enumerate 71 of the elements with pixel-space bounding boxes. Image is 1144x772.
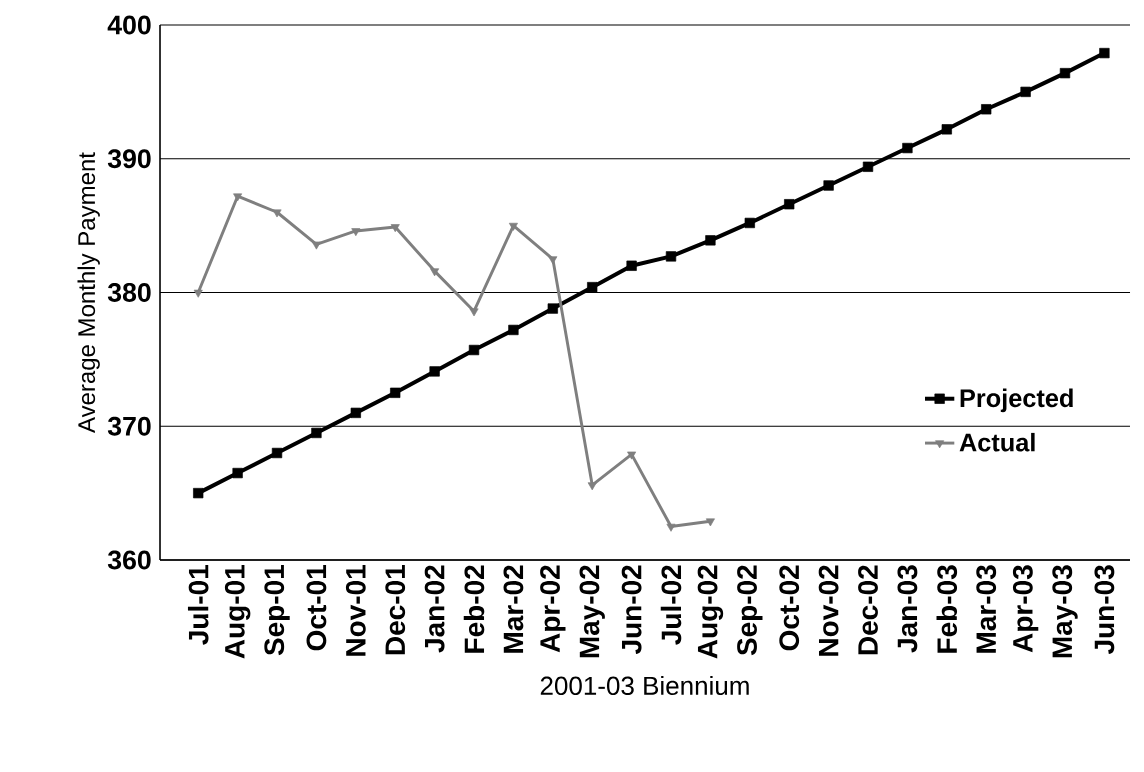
point [469,308,479,317]
point [351,228,361,237]
x-tick-label: Jan-02 [424,565,445,653]
point [429,366,440,377]
point [587,482,597,491]
point [665,251,677,262]
legend-label: Projected [960,388,1073,413]
x-tick-label: Feb-03 [936,565,958,653]
point [430,268,440,277]
legend-label: Actual [959,432,1035,452]
point [547,303,558,314]
point [390,387,401,398]
point [390,224,400,233]
x-tick-label: Jul-01 [187,565,209,645]
point [311,427,322,439]
x-tick-label: Feb-02 [463,565,485,653]
y-axis-title: Average Monthly Payment [77,152,100,433]
point [508,324,519,336]
point [271,447,283,459]
x-tick-label: Nov-01 [345,565,366,656]
x-tick-label: Oct-01 [306,565,327,651]
point [626,260,637,271]
point [862,161,874,172]
y-tick-label: 400 [107,15,151,35]
point [627,451,637,460]
y-tick-label: 360 [107,550,151,570]
x-tick-label: Sep-02 [737,565,763,656]
point [548,256,558,265]
point [311,241,321,250]
x-tick-label: Jan-03 [897,565,918,653]
point [193,487,204,499]
x-tick-label: Mar-02 [503,565,524,653]
point [744,217,755,229]
x-tick-label: Jul-02 [660,565,682,645]
x-tick-label: Nov-02 [818,565,839,656]
point [1099,47,1110,59]
x-tick-label: Jun-03 [1094,565,1115,655]
point [705,518,715,527]
point [1059,68,1071,79]
point [666,523,676,532]
point [705,235,716,246]
x-tick-label: May-03 [1052,565,1078,658]
point [823,180,834,191]
x-tick-label: Apr-03 [1012,565,1039,653]
point [468,344,480,356]
point [232,467,243,479]
point [233,193,243,202]
point [350,407,361,419]
point [193,289,203,298]
x-tick-label: Aug-02 [697,565,724,659]
point [1020,86,1031,98]
x-tick-label: Jun-02 [621,565,642,655]
x-axis-title: 2001-03 Biennium [540,675,749,696]
point [272,209,282,218]
point [587,282,598,293]
point [981,104,992,115]
y-tick-label: 380 [107,283,151,302]
x-tick-label: Dec-01 [385,565,406,655]
point [784,199,795,210]
point [508,222,518,231]
point [941,124,952,135]
y-tick-label: 390 [107,149,151,169]
x-tick-label: Apr-02 [540,565,566,653]
x-tick-label: Aug-01 [224,565,251,659]
x-tick-label: Dec-02 [858,565,878,655]
x-tick-label: Mar-03 [976,565,997,653]
x-tick-label: Sep-01 [264,565,290,656]
y-tick-label: 370 [107,416,151,436]
point [902,142,913,154]
x-tick-label: May-02 [579,565,605,658]
x-tick-label: Oct-02 [779,565,800,651]
